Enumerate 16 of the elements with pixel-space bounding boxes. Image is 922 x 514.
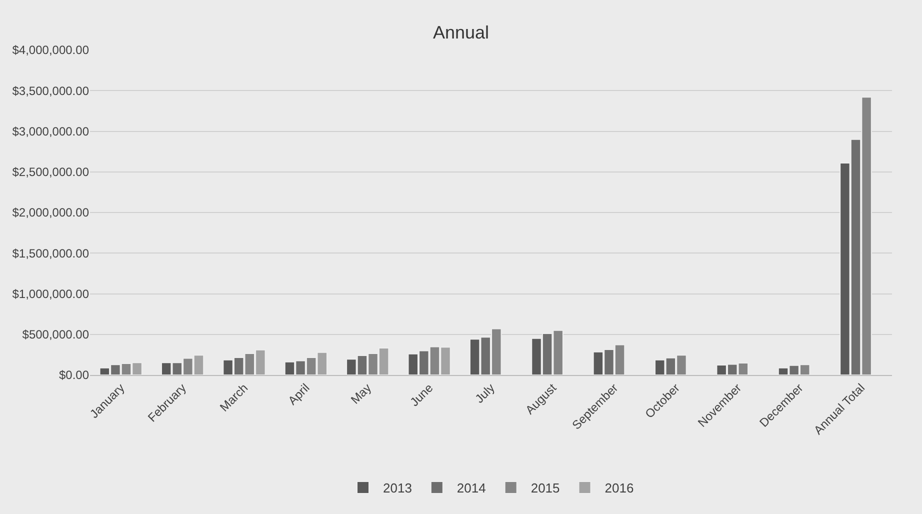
legend-label: 2015 [530, 480, 560, 496]
x-tick-label: July [472, 380, 498, 406]
chart-title: Annual [432, 22, 490, 42]
y-tick-label: $1,000,000.00 [12, 286, 90, 301]
y-tick-label: $0.00 [58, 368, 90, 382]
y-tick-label: $3,000,000.00 [12, 124, 90, 138]
legend-label: 2013 [383, 480, 412, 496]
y-tick-label: $2,500,000.00 [12, 165, 90, 180]
y-tick-label: $4,000,000.00 [12, 43, 90, 58]
legend-label: 2014 [456, 480, 486, 496]
y-tick-label: $3,500,000.00 [12, 84, 90, 98]
y-tick-label: $2,000,000.00 [12, 206, 90, 220]
legend-label: 2016 [604, 480, 634, 496]
y-tick-label: $500,000.00 [22, 328, 90, 342]
y-tick-label: $1,500,000.00 [12, 246, 90, 260]
x-tick-label: May [348, 380, 374, 407]
